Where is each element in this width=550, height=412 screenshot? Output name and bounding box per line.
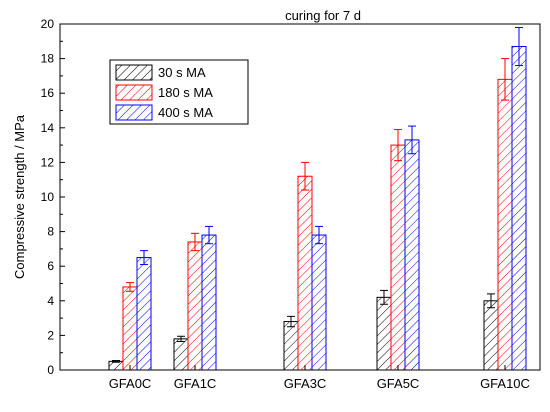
y-tick-label: 14 (41, 121, 55, 135)
legend-swatch-series-2 (115, 84, 153, 101)
legend-label-series-2: 180 s MA (158, 85, 213, 100)
bar-gfa1c-series-1 (173, 338, 189, 371)
legend-label-series-1: 30 s MA (158, 65, 206, 80)
bar-gfa1c-series-3 (201, 234, 217, 371)
y-tick-label: 10 (41, 190, 55, 204)
x-tick-label: GFA10C (480, 376, 530, 391)
legend-label-series-3: 400 s MA (158, 105, 213, 120)
chart-title: curing for 7 d (285, 8, 361, 23)
bar-gfa0c-series-2 (122, 286, 138, 371)
bar-gfa0c-series-3 (136, 257, 152, 371)
bars-layer (108, 45, 527, 371)
bar-gfa3c-series-3 (311, 234, 327, 371)
y-tick-label: 16 (41, 86, 55, 100)
bar-gfa3c-series-1 (283, 321, 299, 371)
x-tick-label: GFA0C (109, 376, 152, 391)
x-tick-label: GFA1C (174, 376, 217, 391)
bar-gfa5c-series-2 (390, 144, 406, 371)
x-tick-label: GFA3C (284, 376, 327, 391)
y-tick-label: 4 (47, 294, 54, 308)
x-axis: GFA0C GFA1C GFA3C GFA5C GFA10C (109, 365, 530, 391)
y-tick-label: 6 (47, 259, 54, 273)
y-axis-label: Compressive strength / MPa (12, 114, 27, 279)
y-tick-label: 2 (47, 328, 54, 342)
bar-gfa5c-series-1 (376, 296, 392, 371)
bar-gfa10c-series-2 (497, 78, 513, 371)
y-tick-label: 12 (41, 155, 55, 169)
bar-gfa3c-series-2 (297, 175, 313, 371)
bar-gfa5c-series-3 (404, 139, 420, 371)
error-bars-layer (112, 26, 523, 363)
legend-swatch-series-3 (115, 104, 153, 121)
y-tick-label: 0 (47, 363, 54, 377)
bar-gfa1c-series-2 (187, 241, 203, 371)
y-tick-label: 18 (41, 52, 55, 66)
y-axis: 0 2 4 6 8 10 12 14 16 18 20 (41, 17, 65, 377)
bar-gfa10c-series-3 (511, 45, 527, 371)
y-tick-label: 8 (47, 225, 54, 239)
legend-swatch-series-1 (115, 64, 153, 81)
y-tick-label: 20 (41, 17, 55, 31)
x-tick-label: GFA5C (377, 376, 420, 391)
bar-gfa10c-series-1 (483, 300, 499, 371)
legend: 30 s MA 180 s MA 400 s MA (109, 59, 249, 125)
